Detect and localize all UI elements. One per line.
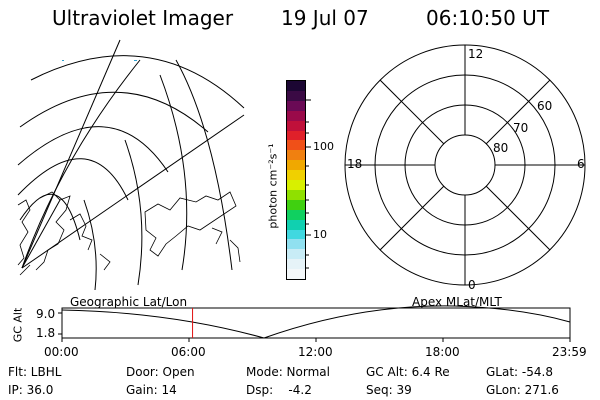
colorbar-segment bbox=[287, 239, 305, 250]
polar-label-0: 0 bbox=[468, 278, 476, 292]
colorbar-segment bbox=[287, 269, 305, 280]
longitude-line bbox=[21, 114, 245, 269]
altitude-curve bbox=[61, 305, 571, 339]
coastline bbox=[211, 227, 223, 245]
intensity-colorbar bbox=[286, 80, 306, 280]
colorbar-segment bbox=[287, 199, 305, 210]
time-tick-1800: 18:00 bbox=[425, 345, 460, 359]
observation-time: 06:10:50 UT bbox=[426, 6, 550, 30]
polar-ring-80 bbox=[434, 134, 496, 196]
latitude-arc bbox=[17, 126, 169, 173]
timeline-frame bbox=[61, 307, 571, 339]
polar-ring-outer bbox=[344, 44, 586, 286]
colorbar-segment bbox=[287, 130, 305, 141]
coastline bbox=[19, 264, 31, 276]
colorbar-unit-label: photon cm⁻²s⁻¹ bbox=[266, 143, 280, 229]
polar-label-80: 80 bbox=[493, 141, 509, 155]
coastline bbox=[229, 239, 241, 263]
colorbar-segment bbox=[287, 259, 305, 270]
glon-info: GLon: 271.6 bbox=[486, 383, 559, 397]
colorbar-segment bbox=[287, 150, 305, 161]
latitude-arc bbox=[19, 193, 81, 241]
colorbar-segment bbox=[287, 229, 305, 240]
longitude-line bbox=[124, 139, 143, 286]
colorbar-segment bbox=[287, 209, 305, 220]
filter-info: Flt: LBHL bbox=[8, 365, 62, 379]
time-tick-2359: 23:59 bbox=[552, 345, 587, 359]
coastline bbox=[69, 213, 93, 251]
instrument-title: Ultraviolet Imager bbox=[52, 6, 234, 30]
time-tick-0600: 06:00 bbox=[171, 345, 206, 359]
longitude-line bbox=[21, 59, 141, 269]
colorbar-segment bbox=[287, 120, 305, 131]
timeline-y-top: 9.0 bbox=[36, 307, 56, 321]
longitude-line bbox=[83, 199, 97, 290]
colorbar-tick-10: 10 bbox=[313, 228, 327, 241]
polar-label-70: 70 bbox=[513, 121, 529, 135]
longitude-line bbox=[21, 199, 61, 269]
colorbar-segment bbox=[287, 180, 305, 190]
longitude-line bbox=[175, 59, 233, 271]
latitude-arc bbox=[19, 91, 209, 133]
timeline-left-label: Geographic Lat/Lon bbox=[70, 295, 188, 309]
glat-info: GLat: -54.8 bbox=[486, 365, 553, 379]
polar-label-12: 12 bbox=[468, 47, 484, 61]
polar-ring-70 bbox=[404, 104, 526, 226]
coastline bbox=[99, 253, 111, 271]
colorbar-segment bbox=[287, 81, 305, 91]
colorbar-segment bbox=[287, 219, 305, 230]
time-tick-0000: 00:00 bbox=[44, 345, 79, 359]
coastline bbox=[35, 191, 71, 271]
time-tick-1200: 12:00 bbox=[298, 345, 333, 359]
colorbar-segment bbox=[287, 110, 305, 121]
colorbar-segment bbox=[287, 160, 305, 171]
sequence-info: Seq: 39 bbox=[366, 383, 412, 397]
latitude-arc bbox=[17, 158, 129, 201]
ip-info: IP: 36.0 bbox=[8, 383, 54, 397]
mode-info: Mode: Normal bbox=[246, 365, 330, 379]
coastline bbox=[144, 191, 237, 257]
timeline-right-label: Apex MLat/MLT bbox=[412, 295, 502, 309]
timeline-y-bottom: 1.8 bbox=[36, 326, 56, 340]
polar-ring-60 bbox=[374, 74, 556, 256]
colorbar-tick-100: 100 bbox=[313, 140, 334, 153]
observation-date: 19 Jul 07 bbox=[281, 6, 369, 30]
dsp-info: Dsp: -4.2 bbox=[246, 383, 312, 397]
colorbar-segment bbox=[287, 189, 305, 200]
polar-label-6: 6 bbox=[577, 157, 585, 171]
colorbar-segment bbox=[287, 140, 305, 151]
colorbar-segment bbox=[287, 170, 305, 181]
latitude-arc bbox=[30, 55, 245, 109]
gain-info: Gain: 14 bbox=[126, 383, 177, 397]
polar-label-60: 60 bbox=[537, 99, 553, 113]
gc-alt-info: GC Alt: 6.4 Re bbox=[366, 365, 450, 379]
longitude-line bbox=[21, 39, 121, 269]
longitude-line bbox=[159, 74, 188, 271]
colorbar-segment bbox=[287, 249, 305, 260]
coastline bbox=[17, 199, 31, 266]
colorbar-segment bbox=[287, 100, 305, 111]
timeline-y-title: GC Alt bbox=[11, 307, 25, 343]
colorbar-segment bbox=[287, 90, 305, 101]
polar-label-18: 18 bbox=[347, 157, 363, 171]
door-info: Door: Open bbox=[126, 365, 195, 379]
